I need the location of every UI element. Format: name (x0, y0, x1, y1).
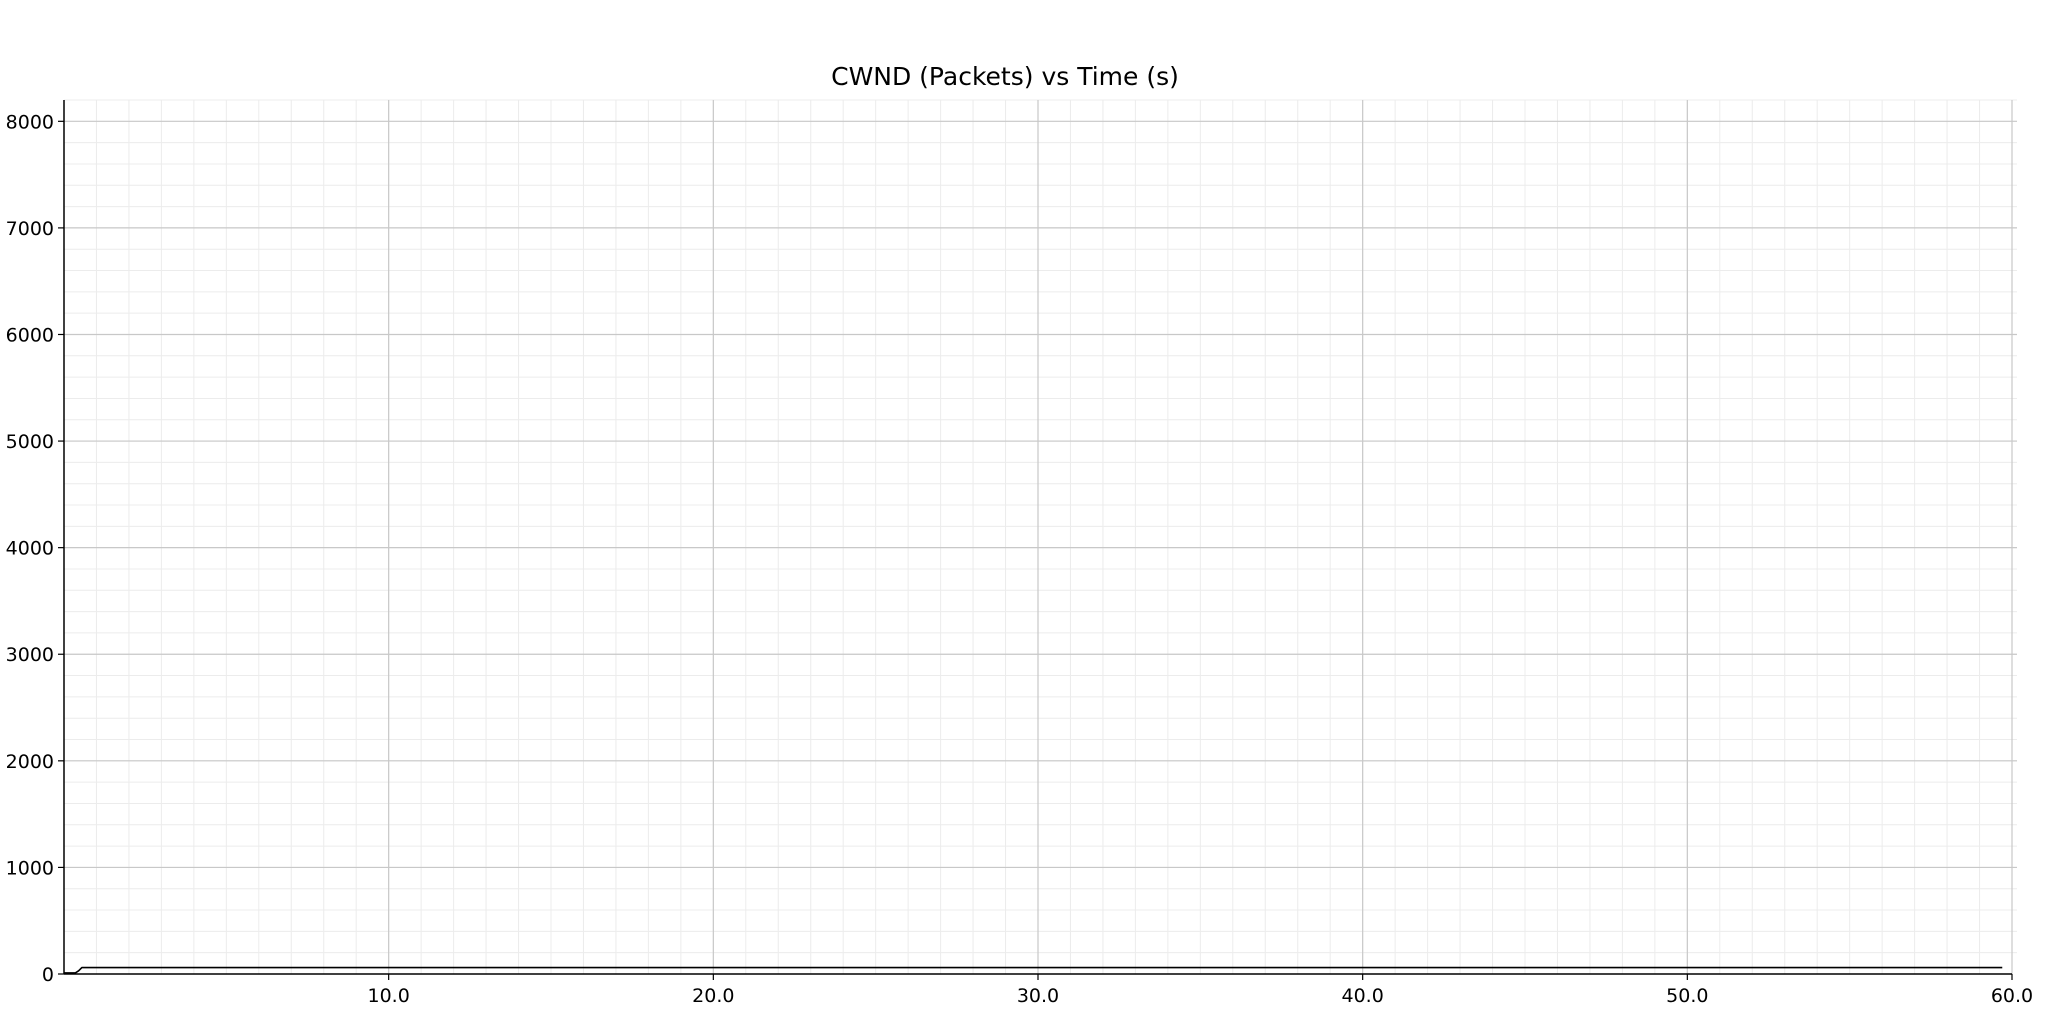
x-tick-label: 60.0 (1991, 985, 2033, 1007)
y-tick-label: 3000 (6, 644, 54, 666)
x-axis-tick-labels: 10.0 20.0 30.0 40.0 50.0 60.0 (368, 985, 2034, 1007)
major-grid (64, 100, 2017, 974)
y-tick-label: 4000 (6, 538, 54, 560)
y-tick-label: 7000 (6, 218, 54, 240)
chart-title: CWND (Packets) vs Time (s) (831, 62, 1179, 91)
y-tick-label: 1000 (6, 857, 54, 879)
y-tick-label: 5000 (6, 431, 54, 453)
x-tick-label: 10.0 (368, 985, 410, 1007)
y-tick-label: 8000 (6, 111, 54, 133)
series-layer (64, 966, 2003, 974)
y-axis-tick-labels: 0 1000 2000 3000 4000 5000 6000 7000 8000 (6, 111, 54, 986)
axes (58, 100, 2013, 980)
series-line-0 (64, 966, 2003, 974)
minor-grid (64, 99, 2017, 974)
x-tick-label: 50.0 (1666, 985, 1708, 1007)
x-tick-label: 30.0 (1017, 985, 1059, 1007)
y-tick-label: 0 (42, 964, 54, 986)
y-tick-label: 2000 (6, 751, 54, 773)
x-tick-label: 20.0 (692, 985, 734, 1007)
x-tick-label: 40.0 (1342, 985, 1384, 1007)
y-tick-label: 6000 (6, 324, 54, 346)
